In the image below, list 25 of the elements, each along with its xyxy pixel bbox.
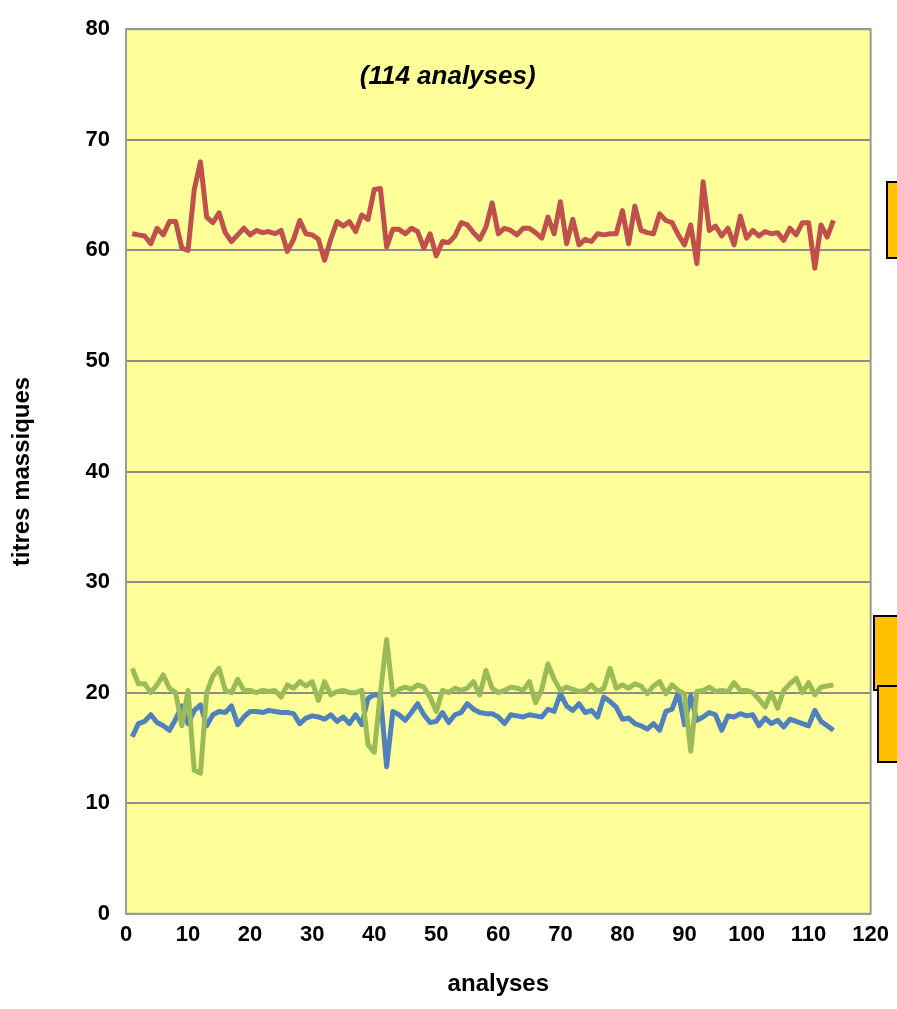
x-tick-label: 30 (299, 921, 325, 947)
y-tick-label: 10 (85, 789, 110, 815)
x-tick-label: 90 (672, 921, 697, 947)
y-tick-label: 50 (85, 346, 110, 372)
y-tick-label: 0 (97, 899, 110, 925)
y-tick-label: 20 (85, 678, 110, 704)
x-tick-label: 120 (852, 921, 890, 947)
y-tick-label: 80 (85, 15, 110, 41)
y-tick-label: 60 (85, 236, 110, 262)
y-tick-label: 30 (85, 568, 110, 594)
x-tick-label: 10 (175, 921, 201, 947)
x-tick-label: 110 (790, 921, 827, 947)
x-tick-label: 40 (361, 921, 387, 947)
x-tick-label: 50 (424, 921, 449, 947)
y-tick-label: 40 (85, 457, 110, 483)
x-tick-label: 70 (548, 921, 573, 947)
x-tick-label: 20 (237, 921, 263, 947)
x-axis-title: analyses (447, 969, 550, 997)
y-tick-label: 70 (85, 125, 110, 151)
x-tick-label: 60 (486, 921, 511, 947)
y-axis-title: titres massiques (7, 376, 35, 567)
x-tick-label: 0 (119, 921, 133, 947)
x-tick-label: 100 (728, 921, 765, 947)
x-tick-label: 80 (610, 921, 635, 947)
text: (114 analyses) (359, 60, 536, 91)
